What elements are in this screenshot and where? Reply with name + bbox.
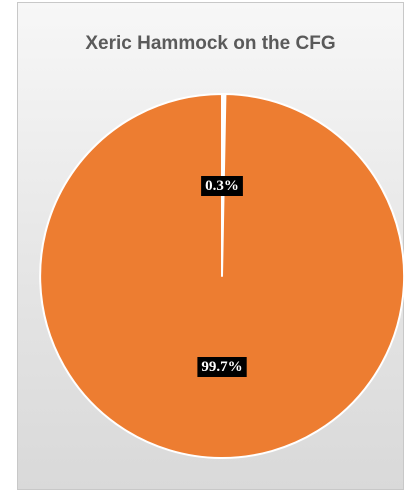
pie-slices xyxy=(39,92,406,459)
data-label-box-1 xyxy=(201,176,243,196)
data-label-text-2: 99.7% xyxy=(201,359,242,375)
data-label-1: 0.3% xyxy=(201,176,243,196)
data-label-text-1: 0.3% xyxy=(205,178,239,194)
chart-title: Xeric Hammock on the CFG xyxy=(85,33,336,54)
pie-slice-2 xyxy=(39,93,406,459)
data-label-box-2 xyxy=(197,357,247,377)
data-label-2: 99.7% xyxy=(197,357,247,377)
